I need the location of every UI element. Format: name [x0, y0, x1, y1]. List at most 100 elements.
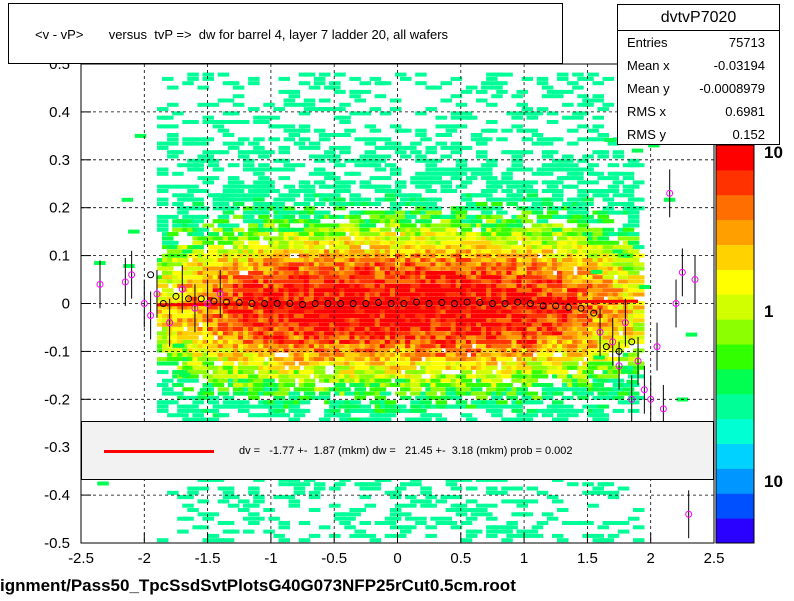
heatmap-cell	[460, 227, 473, 232]
heatmap-cell	[415, 154, 427, 159]
heatmap-cell	[202, 137, 214, 142]
heatmap-cell	[602, 249, 615, 254]
heatmap-cell	[157, 197, 169, 202]
heatmap-cell	[354, 533, 366, 538]
heatmap-cell	[607, 184, 620, 189]
profile-point-magenta	[147, 311, 155, 319]
profile-point-black	[425, 300, 433, 307]
heatmap-cell	[516, 365, 528, 370]
heatmap-cell	[582, 167, 594, 172]
heatmap-cell	[521, 357, 534, 362]
heatmap-cell	[486, 158, 498, 163]
heatmap-cell	[263, 508, 275, 512]
heatmap-cell	[359, 197, 371, 202]
heatmap-cell	[222, 98, 235, 103]
heatmap-cell	[172, 223, 184, 228]
heatmap-cell	[157, 408, 169, 413]
heatmap-cell	[607, 301, 620, 306]
heatmap-cell	[592, 98, 604, 103]
heatmap-cell	[633, 395, 645, 400]
heatmap-cell	[334, 206, 346, 211]
heatmap-cell	[273, 408, 285, 413]
heatmap-cell	[491, 184, 503, 189]
heatmap-cell	[227, 357, 240, 362]
heatmap-cell	[329, 214, 341, 219]
heatmap-cell	[440, 145, 452, 150]
heatmap-cell	[516, 102, 528, 107]
heatmap-cell	[577, 111, 589, 116]
heatmap-cell	[455, 167, 468, 172]
heatmap-cell	[486, 365, 498, 370]
heatmap-cell	[364, 370, 377, 375]
heatmap-cell	[410, 482, 422, 487]
heatmap-cell	[501, 499, 513, 504]
heatmap-cell	[288, 499, 301, 504]
heatmap-cell	[612, 378, 625, 383]
heatmap-cell	[501, 171, 513, 176]
heatmap-cell	[308, 249, 321, 254]
heatmap-cell	[395, 533, 407, 538]
heatmap-cell	[298, 395, 311, 400]
heatmap-cell	[597, 352, 609, 357]
profile-point-black	[337, 300, 345, 307]
heatmap-cell	[288, 482, 301, 487]
heatmap-cell	[420, 137, 432, 142]
x-tick-label: 0	[393, 550, 401, 567]
heatmap-cell	[243, 163, 255, 168]
heatmap-cell	[97, 481, 109, 486]
heatmap-cell	[506, 202, 518, 206]
heatmap-cell	[541, 197, 554, 202]
heatmap-cell	[516, 227, 528, 232]
heatmap-cell	[577, 335, 589, 340]
heatmap-cell	[496, 137, 508, 142]
heatmap-cell	[400, 529, 412, 534]
heatmap-cell	[288, 503, 301, 508]
color-bar-cell	[716, 518, 754, 544]
heatmap-cell	[481, 210, 493, 215]
heatmap-cell	[354, 529, 366, 534]
heatmap-cell	[541, 249, 554, 254]
heatmap-cell	[313, 486, 326, 491]
heatmap-cell	[430, 85, 442, 90]
heatmap-cell	[557, 508, 569, 512]
heatmap-cell	[162, 236, 174, 241]
heatmap-cell	[354, 395, 366, 400]
heatmap-cell	[389, 141, 402, 146]
heatmap-cell	[633, 309, 645, 314]
heatmap-cell	[496, 81, 508, 86]
heatmap-cell	[374, 413, 387, 418]
heatmap-cell	[602, 288, 615, 293]
heatmap-cell	[288, 133, 301, 137]
heatmap-cell	[187, 120, 199, 124]
heatmap-cell	[465, 85, 478, 90]
heatmap-cell	[541, 236, 554, 241]
heatmap-cell	[481, 232, 493, 237]
heatmap-cell	[526, 339, 539, 344]
heatmap-cell	[217, 72, 230, 77]
heatmap-cell	[248, 512, 260, 517]
heatmap-cell	[177, 163, 189, 168]
heatmap-cell	[389, 516, 402, 521]
heatmap-cell	[572, 521, 584, 525]
heatmap-cell	[263, 404, 275, 409]
heatmap-cell	[590, 269, 603, 274]
heatmap-cell	[445, 128, 458, 133]
heatmap-cell	[197, 176, 209, 181]
heatmap-cell	[369, 245, 382, 250]
heatmap-cell	[633, 262, 645, 267]
stats-row: Entries 75713	[618, 31, 779, 54]
heatmap-cell	[465, 357, 478, 362]
heatmap-cell	[552, 89, 564, 94]
heatmap-cell	[278, 344, 290, 349]
heatmap-cell	[197, 85, 209, 90]
heatmap-cell	[455, 400, 468, 405]
heatmap-cell	[577, 94, 589, 99]
heatmap-cell	[627, 158, 640, 163]
heatmap-cell	[283, 206, 296, 211]
heatmap-cell	[232, 240, 245, 245]
heatmap-cell	[582, 521, 594, 525]
stats-row: Mean y -0.0008979	[618, 77, 779, 100]
heatmap-cell	[557, 370, 569, 375]
heatmap-cell	[222, 365, 235, 370]
color-bar-cell	[716, 418, 754, 444]
